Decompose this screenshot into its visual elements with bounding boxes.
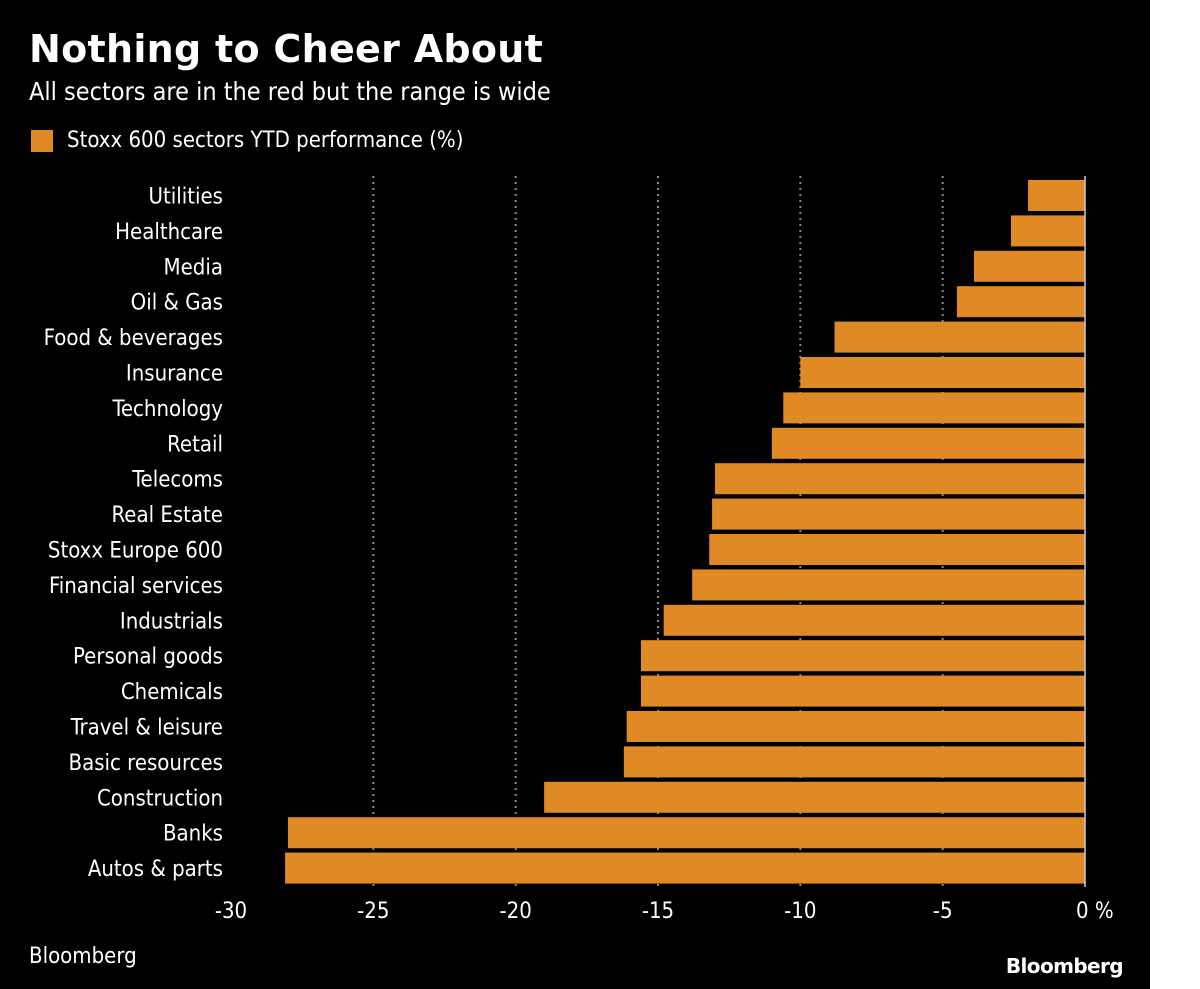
x-tick-label: -30 — [215, 899, 247, 924]
category-label: Travel & leisure — [70, 716, 223, 741]
category-label: Retail — [167, 432, 223, 457]
category-label: Healthcare — [115, 220, 223, 245]
category-label: Stoxx Europe 600 — [48, 539, 223, 564]
category-labels: Utilities Healthcare Media Oil & Gas Food & … — [44, 185, 224, 883]
category-label: Insurance — [126, 362, 223, 387]
category-label: Technology — [112, 397, 224, 422]
bar — [626, 711, 1085, 742]
chart-title: Nothing to Cheer About — [29, 27, 544, 71]
bloomberg-logo: Bloomberg — [1005, 954, 1124, 978]
bar-chart: Utilities Healthcare Media Oil & Gas Food & … — [44, 176, 1114, 924]
category-label: Telecoms — [131, 468, 223, 493]
bars — [285, 180, 1085, 884]
category-label: Media — [164, 255, 223, 280]
bar — [287, 817, 1085, 849]
category-label: Banks — [163, 822, 223, 847]
bar — [834, 321, 1085, 353]
bar — [714, 463, 1085, 495]
bar — [1028, 180, 1085, 211]
x-tick-label: -10 — [784, 899, 816, 924]
category-label: Food & beverages — [44, 326, 223, 351]
category-label: Financial services — [49, 574, 223, 599]
bar — [771, 427, 1085, 459]
bar — [800, 357, 1085, 388]
category-label: Utilities — [149, 185, 224, 210]
category-label: Oil & Gas — [131, 291, 223, 316]
category-label: Autos & parts — [88, 857, 223, 882]
bar — [973, 250, 1085, 282]
x-tick-label: -20 — [500, 899, 532, 924]
legend: Stoxx 600 sectors YTD performance (%) — [31, 127, 463, 155]
bar — [663, 604, 1085, 636]
x-tick-labels: -30 -25 -20 -15 -10 -5 0 % — [215, 899, 1114, 924]
legend-label: Stoxx 600 sectors YTD performance (%) — [67, 128, 464, 153]
bar — [956, 286, 1085, 318]
bar — [692, 569, 1085, 601]
category-label: Personal goods — [73, 645, 223, 670]
x-tick-label: -25 — [357, 899, 389, 924]
category-label: Construction — [97, 786, 223, 811]
category-label: Real Estate — [112, 503, 224, 528]
gridlines — [372, 176, 944, 887]
bar — [709, 534, 1085, 565]
bar — [783, 392, 1085, 424]
bar — [712, 498, 1085, 530]
source-note: Bloomberg — [29, 944, 137, 969]
bar — [285, 852, 1085, 884]
category-label: Basic resources — [68, 751, 223, 776]
bar — [544, 781, 1085, 813]
bar — [1010, 215, 1085, 247]
legend-swatch — [31, 130, 53, 152]
x-tick-label: 0 % — [1076, 899, 1114, 924]
bar — [623, 746, 1085, 778]
chart-subtitle: All sectors are in the red but the range… — [29, 77, 551, 106]
x-tick-label: -15 — [642, 899, 674, 924]
bar — [640, 675, 1085, 707]
bar — [640, 640, 1085, 672]
category-label: Chemicals — [121, 680, 223, 705]
chart-panel: Nothing to Cheer About All sectors are i… — [0, 0, 1150, 989]
x-tick-label: -5 — [933, 899, 953, 924]
category-label: Industrials — [120, 609, 223, 634]
